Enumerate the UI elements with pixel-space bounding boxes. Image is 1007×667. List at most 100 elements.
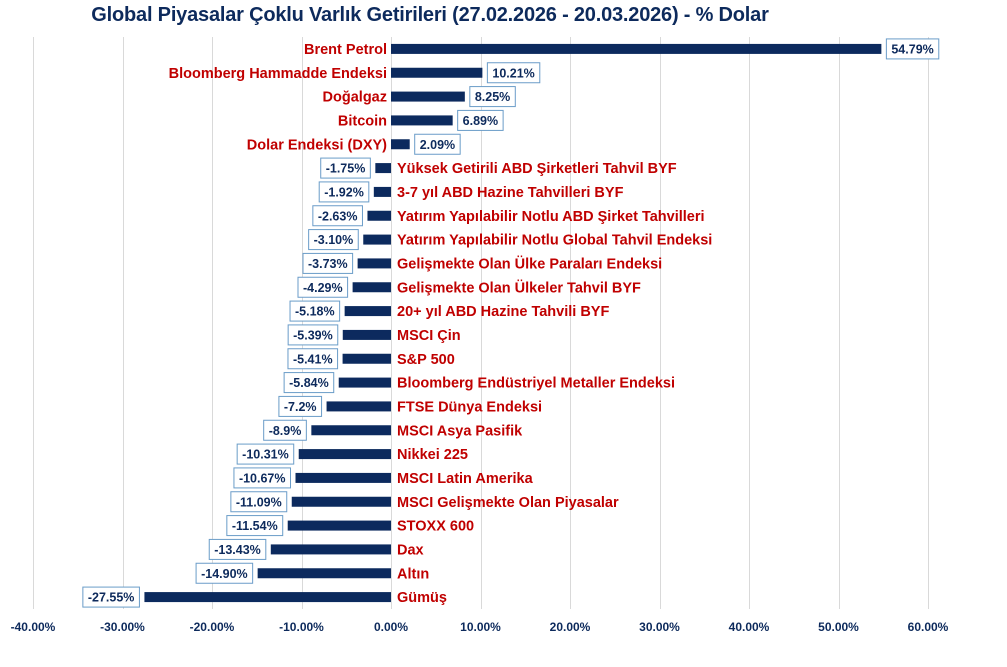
- data-label-box: [289, 300, 341, 322]
- data-label-box: [318, 181, 370, 203]
- category-label: Brent Petrol: [304, 42, 387, 58]
- data-label-box: [885, 38, 940, 60]
- category-label: Bloomberg Endüstriyel Metaller Endeksi: [397, 376, 675, 392]
- data-label: 8.25%: [475, 90, 510, 104]
- category-label: Doğalgaz: [323, 90, 387, 106]
- data-label: -5.18%: [295, 305, 335, 319]
- data-label-box: [320, 157, 371, 179]
- data-label-box: [230, 491, 288, 513]
- data-label: -10.31%: [242, 448, 289, 462]
- bar: [373, 186, 391, 197]
- data-label: -2.63%: [318, 209, 358, 223]
- bar: [291, 496, 391, 507]
- x-tick-label: 50.00%: [818, 620, 859, 634]
- category-label: Nikkei 225: [397, 447, 468, 463]
- data-label-box: [287, 324, 339, 346]
- category-label: FTSE Dünya Endeksi: [397, 399, 542, 415]
- bar: [391, 67, 483, 78]
- category-label: Bloomberg Hammadde Endeksi: [169, 66, 387, 82]
- x-tick-label: -10.00%: [279, 620, 324, 634]
- bar: [298, 449, 391, 460]
- bar: [311, 425, 391, 436]
- bar: [257, 568, 391, 579]
- data-label-box: [195, 562, 254, 584]
- bar: [144, 592, 391, 603]
- bar: [270, 544, 391, 555]
- category-label: S&P 500: [397, 352, 455, 368]
- bar: [344, 306, 391, 317]
- category-label: Altın: [397, 566, 429, 582]
- bar: [391, 139, 410, 150]
- bar: [338, 377, 391, 388]
- data-label: 2.09%: [420, 138, 455, 152]
- bar: [367, 210, 391, 221]
- data-label: -3.73%: [308, 257, 348, 271]
- category-label: MSCI Gelişmekte Olan Piyasalar: [397, 495, 619, 511]
- data-label: -3.10%: [314, 233, 354, 247]
- data-label: -11.09%: [236, 495, 282, 509]
- data-label-box: [297, 276, 349, 298]
- bar: [342, 353, 391, 364]
- x-tick-label: 10.00%: [460, 620, 501, 634]
- data-label: -8.9%: [269, 424, 302, 438]
- data-label-box: [208, 538, 267, 560]
- data-label: -14.90%: [201, 567, 248, 581]
- data-label-box: [263, 419, 307, 441]
- data-label-box: [287, 348, 339, 370]
- category-label: MSCI Asya Pasifik: [397, 423, 523, 439]
- data-label-box: [226, 515, 284, 537]
- category-label: STOXX 600: [397, 519, 474, 535]
- bar: [326, 401, 391, 412]
- data-label: -11.54%: [232, 519, 278, 533]
- bar: [391, 43, 882, 54]
- data-label-box: [457, 109, 504, 131]
- category-label: Yatırım Yapılabilir Notlu Global Tahvil …: [397, 233, 712, 249]
- x-axis-tick-labels: -40.00% -30.00% -20.00% -10.00% 0.00% 10.00% 2…: [11, 620, 949, 634]
- data-label: -27.55%: [88, 591, 135, 605]
- category-label: Bitcoin: [338, 113, 387, 129]
- data-label: -10.67%: [239, 471, 286, 485]
- data-label: -5.39%: [293, 328, 333, 342]
- category-label: Dax: [397, 542, 424, 558]
- data-label-box: [308, 229, 359, 251]
- category-label: Yüksek Getirili ABD Şirketleri Tahvil BY…: [397, 161, 677, 177]
- data-label-box: [312, 205, 363, 227]
- category-label: 20+ yıl ABD Hazine Tahvili BYF: [397, 304, 609, 320]
- data-label-box: [233, 467, 292, 489]
- category-label: MSCI Çin: [397, 328, 461, 344]
- category-label: Gümüş: [397, 590, 447, 606]
- bar: [363, 234, 391, 245]
- data-labels: 54.79% 10.21% 8.25% 6.89% 2.09% -1.75% -1.92% -…: [82, 38, 940, 608]
- bar: [357, 258, 391, 269]
- x-tick-label: 40.00%: [729, 620, 770, 634]
- category-label: Gelişmekte Olan Ülkeler Tahvil BYF: [397, 279, 641, 296]
- category-label: 3-7 yıl ABD Hazine Tahvilleri BYF: [397, 185, 624, 201]
- data-label: -13.43%: [214, 543, 261, 557]
- x-tick-label: -30.00%: [100, 620, 145, 634]
- bar: [375, 163, 391, 174]
- bar: [391, 91, 465, 102]
- data-label: -4.29%: [303, 281, 343, 295]
- chart-title: Global Piyasalar Çoklu Varlık Getirileri…: [91, 4, 769, 26]
- bar: [287, 520, 391, 531]
- data-label: -5.41%: [293, 352, 333, 366]
- bar: [352, 282, 391, 293]
- data-label: 54.79%: [891, 42, 933, 56]
- data-label-box: [302, 252, 354, 274]
- bars: [144, 43, 882, 603]
- x-tick-label: -20.00%: [190, 620, 235, 634]
- x-tick-label: 0.00%: [374, 620, 408, 634]
- x-tick-label: 30.00%: [639, 620, 680, 634]
- category-label: MSCI Latin Amerika: [397, 471, 534, 487]
- data-label: -1.75%: [326, 162, 366, 176]
- x-tick-label: 60.00%: [908, 620, 949, 634]
- data-label: -1.92%: [324, 185, 364, 199]
- data-label-box: [236, 443, 295, 465]
- data-label-box: [278, 395, 323, 417]
- data-label-box: [486, 62, 541, 84]
- category-label: Dolar Endeksi (DXY): [247, 137, 387, 153]
- x-tick-label: 20.00%: [550, 620, 591, 634]
- bar: [391, 115, 453, 126]
- data-label: 10.21%: [492, 66, 534, 80]
